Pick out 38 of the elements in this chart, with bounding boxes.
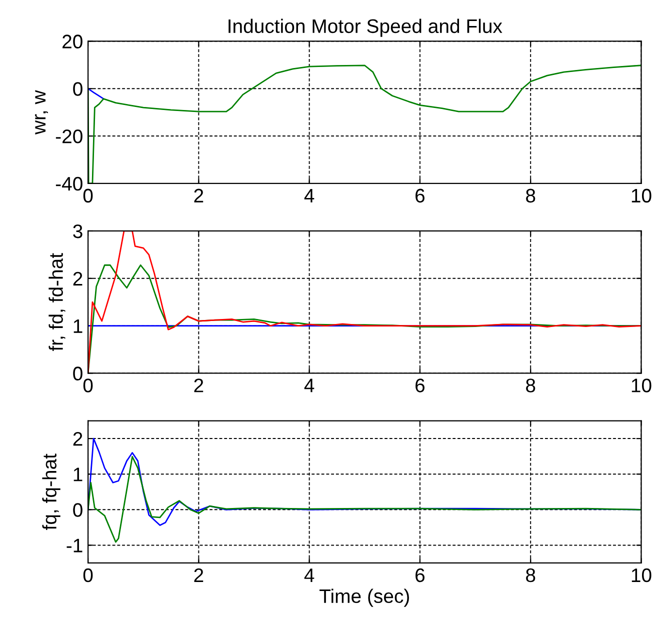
- line-series: [88, 230, 642, 374]
- x-tick-label: 6: [416, 568, 425, 582]
- y-tick-label: 2: [73, 272, 82, 286]
- x-tick-label: 2: [194, 188, 204, 202]
- y-axis-title: wr, w: [35, 90, 48, 134]
- x-tick-label: 10: [632, 568, 652, 582]
- x-tick-label: 0: [83, 378, 93, 392]
- x-axis-title: Time (sec): [320, 588, 409, 607]
- x-tick-label: 4: [304, 189, 314, 202]
- y-tick-label: 0: [73, 366, 82, 380]
- y-tick-label: 3: [73, 224, 82, 238]
- x-tick-label: 10: [632, 188, 652, 203]
- y-tick-label: -1: [66, 538, 82, 552]
- line-series: [88, 456, 642, 543]
- x-tick-label: 4: [304, 568, 314, 582]
- x-tick-label: 0: [83, 568, 93, 582]
- y-tick-label: -40: [56, 176, 82, 191]
- x-tick-label: 8: [526, 188, 536, 203]
- x-tick-label: 8: [526, 568, 536, 582]
- y-tick-label: 1: [74, 468, 82, 482]
- x-tick-label: 2: [194, 568, 204, 582]
- x-tick-label: 4: [304, 378, 314, 392]
- y-tick-label: 2: [73, 432, 82, 446]
- x-tick-label: 6: [416, 378, 425, 392]
- y-tick-label: 0: [73, 82, 82, 96]
- y-tick-label: 20: [62, 34, 82, 48]
- line-series: [88, 88, 104, 100]
- y-axis-title: fr, fd, fd-hat: [48, 253, 66, 351]
- x-tick-label: 10: [632, 378, 652, 392]
- x-tick-label: 8: [526, 378, 536, 392]
- x-tick-label: 6: [416, 188, 425, 203]
- x-tick-label: 0: [83, 188, 93, 203]
- y-tick-label: -20: [56, 129, 82, 144]
- x-tick-label: 2: [194, 378, 204, 392]
- y-tick-label: 0: [73, 503, 82, 517]
- chart-title: Induction Motor Speed and Flux: [228, 18, 502, 37]
- y-tick-label: 1: [74, 319, 82, 333]
- y-axis-title: fq, fq-hat: [42, 454, 60, 530]
